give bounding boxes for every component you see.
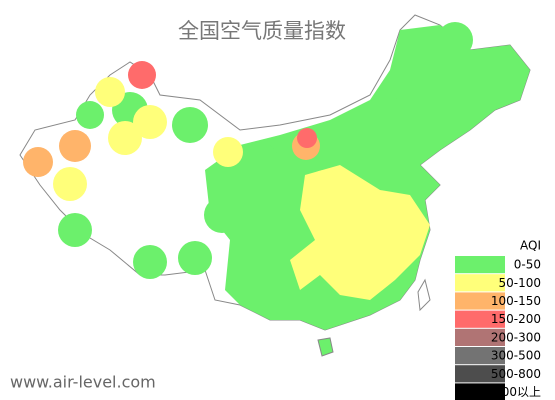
legend-swatch: [455, 365, 505, 383]
legend-label: 150-200: [491, 312, 541, 326]
legend-swatch: [455, 347, 505, 365]
legend-swatch: [455, 310, 505, 328]
legend-label: 800以上: [494, 385, 541, 399]
legend-label: 500-800: [491, 367, 541, 381]
legend-label: 50-100: [498, 276, 541, 290]
legend-swatch: [455, 383, 505, 400]
legend-swatch: [455, 274, 505, 292]
map: [19, 14, 531, 357]
island: [317, 337, 334, 357]
green-region: [205, 25, 530, 330]
legend-swatch: [455, 292, 505, 310]
legend-swatch: [455, 328, 505, 346]
legend: AQI 0-50 50-100 100-150 150-200 200-300 300-5…: [452, 236, 552, 400]
legend-label: 200-300: [491, 330, 541, 344]
legend-label: 100-150: [491, 294, 541, 308]
legend-title: AQI: [520, 239, 541, 253]
watermark: www.air-level.com: [10, 373, 156, 392]
station-blobs: [23, 22, 473, 279]
title: 全国空气质量指数: [178, 19, 346, 43]
legend-swatch: [455, 256, 505, 274]
island: [417, 278, 431, 312]
legend-label: 300-500: [491, 349, 541, 363]
legend-label: 0-50: [514, 258, 541, 272]
